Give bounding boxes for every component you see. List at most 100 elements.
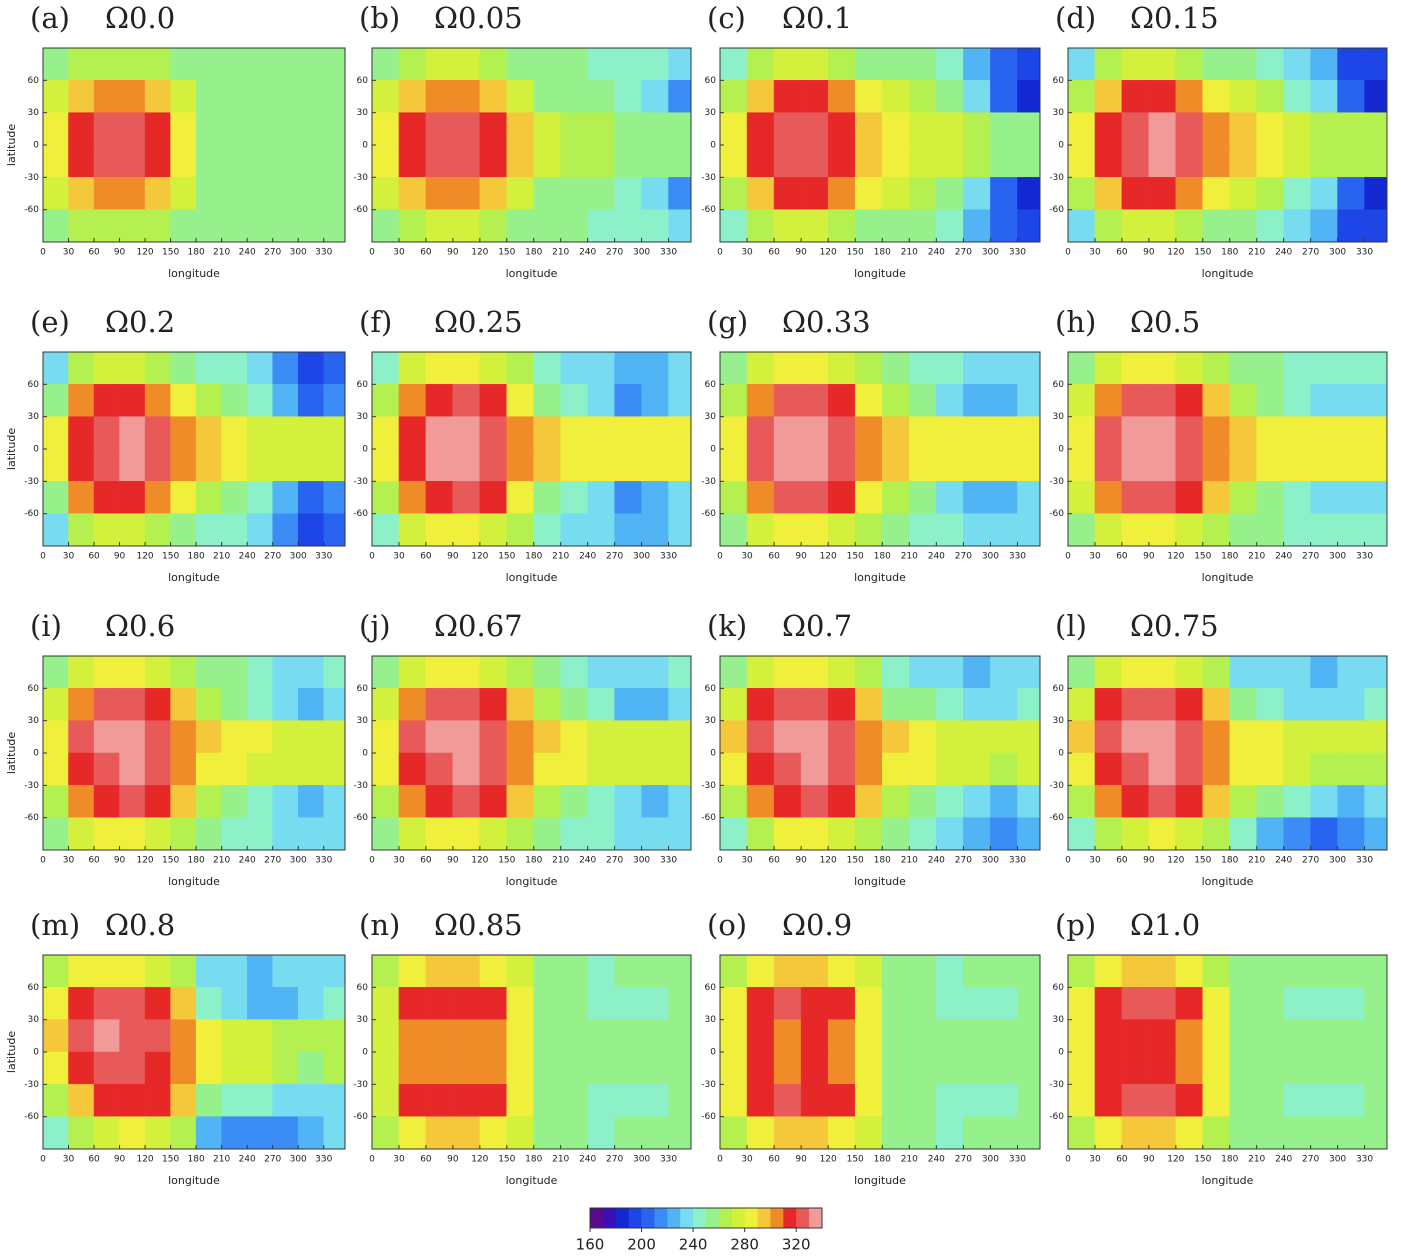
- cell: [641, 48, 669, 81]
- cell: [587, 656, 615, 689]
- cell: [641, 1084, 669, 1117]
- cell: [614, 80, 642, 113]
- cell: [1337, 1019, 1365, 1053]
- panel-title: Ω0.8: [105, 908, 175, 942]
- cell: [43, 384, 69, 417]
- x-tick-label: 180: [1221, 248, 1238, 258]
- cell: [1094, 785, 1123, 818]
- cell: [372, 416, 400, 450]
- cell: [614, 513, 642, 546]
- cell: [297, 144, 324, 178]
- cell: [1175, 1051, 1204, 1085]
- cell: [272, 817, 299, 850]
- y-tick-label: 60: [1053, 983, 1065, 993]
- cell: [854, 688, 883, 721]
- cell: [1256, 955, 1284, 988]
- cell: [93, 1084, 120, 1117]
- x-tick-label: 240: [928, 856, 945, 866]
- cell: [533, 209, 561, 242]
- cell: [452, 955, 481, 988]
- cell: [297, 1051, 324, 1085]
- cell: [909, 1051, 937, 1085]
- cell: [720, 817, 748, 850]
- x-tick-label: 240: [1275, 552, 1292, 562]
- cell: [560, 209, 588, 242]
- cell: [452, 513, 481, 546]
- cell: [800, 1116, 829, 1149]
- panel-title: Ω0.75: [1130, 609, 1219, 643]
- cell: [170, 752, 197, 786]
- cell: [1202, 720, 1230, 754]
- cell: [827, 752, 856, 786]
- cell: [1283, 481, 1311, 514]
- cell: [990, 448, 1018, 482]
- x-tick-label: 30: [1089, 552, 1101, 562]
- cell: [641, 752, 669, 786]
- cell: [272, 513, 299, 546]
- x-tick-label: 240: [579, 856, 596, 866]
- cell: [479, 416, 508, 450]
- cell: [641, 817, 669, 850]
- panel-title: Ω0.9: [782, 908, 852, 942]
- cell: [587, 752, 615, 786]
- x-tick-label: 60: [420, 856, 432, 866]
- x-tick-label: 0: [1065, 856, 1071, 866]
- cell: [1068, 209, 1096, 242]
- y-tick-label: 30: [28, 716, 40, 726]
- cell: [1256, 987, 1284, 1020]
- cell: [93, 48, 120, 81]
- cell: [909, 481, 937, 514]
- x-tick-label: 210: [901, 552, 918, 562]
- cell: [963, 144, 991, 178]
- cell: [1310, 352, 1338, 385]
- cell: [506, 688, 534, 721]
- x-tick-label: 90: [1143, 248, 1155, 258]
- cell: [398, 177, 427, 210]
- x-tick-label: 30: [63, 1155, 75, 1165]
- cell: [170, 384, 197, 417]
- heatmap: [372, 352, 691, 546]
- cell: [221, 955, 248, 988]
- cell: [272, 177, 299, 210]
- x-tick-label: 0: [717, 248, 723, 258]
- cell: [297, 481, 324, 514]
- cell: [533, 48, 561, 81]
- cell: [614, 656, 642, 689]
- cell: [272, 80, 299, 113]
- cell: [1283, 48, 1311, 81]
- cell: [533, 1051, 561, 1085]
- cell: [882, 481, 910, 514]
- cell: [909, 112, 937, 146]
- cell: [170, 416, 197, 450]
- cell: [1229, 416, 1257, 450]
- cell: [1175, 720, 1204, 754]
- cell: [1229, 752, 1257, 786]
- x-tick-label: 300: [290, 552, 307, 562]
- x-axis-label: longitude: [854, 875, 906, 888]
- cell: [1148, 752, 1177, 786]
- cell: [882, 720, 910, 754]
- colorbar-segment: [706, 1208, 720, 1228]
- panel-label: (k): [707, 609, 747, 643]
- x-tick-label: 240: [928, 1155, 945, 1165]
- cell: [854, 720, 883, 754]
- cell: [1229, 448, 1257, 482]
- colorbar-segment: [680, 1208, 694, 1228]
- cell: [854, 656, 883, 689]
- cell: [1337, 817, 1365, 850]
- x-tick-label: 300: [982, 1155, 999, 1165]
- cell: [144, 720, 171, 754]
- cell: [587, 48, 615, 81]
- x-tick-label: 180: [188, 552, 205, 562]
- cell: [936, 720, 964, 754]
- x-tick-label: 60: [88, 552, 100, 562]
- colorbar-tick-label: 280: [730, 1236, 759, 1254]
- cell: [587, 352, 615, 385]
- cell: [43, 513, 69, 546]
- x-tick-label: 270: [955, 552, 972, 562]
- y-tick-label: 0: [1058, 1048, 1064, 1058]
- y-tick-label: -60: [701, 1112, 716, 1122]
- x-tick-label: 270: [264, 248, 281, 258]
- cell: [170, 817, 197, 850]
- cell: [1229, 209, 1257, 242]
